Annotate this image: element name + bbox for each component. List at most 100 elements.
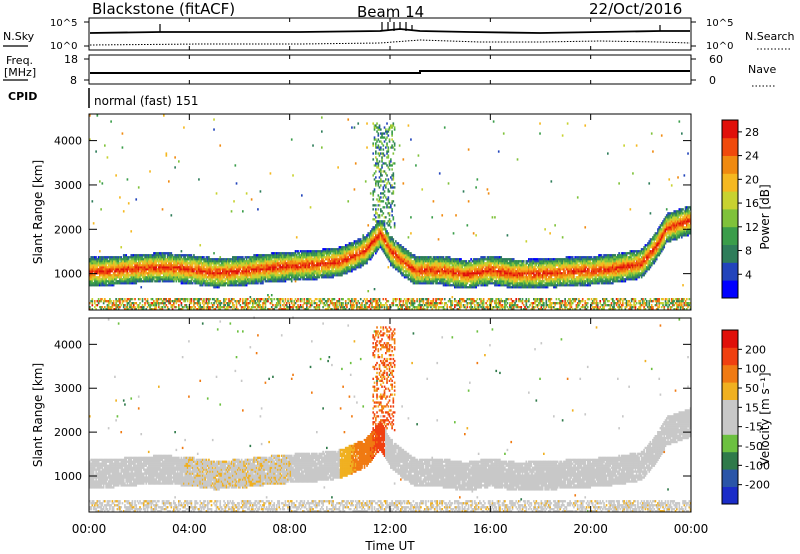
- range-gate-cell: [149, 170, 151, 173]
- range-gate-cell: [179, 300, 181, 303]
- range-gate-cell: [102, 260, 105, 263]
- range-gate-cell: [140, 306, 143, 309]
- range-gate-cell: [303, 276, 306, 279]
- range-gate-cell: [106, 262, 109, 265]
- range-gate-cell: [160, 302, 163, 305]
- range-gate-cell: [262, 306, 264, 309]
- range-gate-cell: [347, 118, 350, 121]
- range-gate-cell: [99, 284, 101, 287]
- range-gate-cell: [158, 306, 160, 309]
- range-gate-cell: [117, 308, 120, 311]
- range-gate-cell: [92, 266, 95, 269]
- range-gate-cell: [158, 270, 160, 273]
- range-gate-cell: [155, 254, 158, 257]
- range-gate-cell: [127, 302, 130, 305]
- range-gate-cell: [137, 256, 140, 259]
- range-gate-cell: [114, 264, 116, 267]
- range-gate-cell: [393, 126, 396, 129]
- range-gate-cell: [97, 300, 100, 303]
- range-gate-cell: [180, 250, 183, 253]
- range-gate-cell: [115, 280, 117, 283]
- range-gate-cell: [134, 274, 136, 277]
- range-gate-cell: [161, 300, 164, 303]
- range-gate-cell: [117, 274, 120, 277]
- range-gate-cell: [117, 306, 120, 309]
- range-gate-cell: [342, 304, 344, 307]
- range-gate-cell: [91, 270, 94, 273]
- range-gate-cell: [135, 266, 138, 269]
- range-gate-cell: [131, 298, 134, 301]
- range-gate-cell: [134, 278, 136, 281]
- range-gate-cell: [91, 280, 94, 283]
- range-gate-cell: [131, 268, 134, 271]
- range-gate-cell: [293, 300, 296, 303]
- range-gate-cell: [420, 306, 422, 309]
- range-gate-cell: [136, 280, 139, 283]
- range-gate-cell: [233, 268, 235, 271]
- range-gate-cell: [382, 212, 385, 215]
- range-gate-cell: [112, 266, 115, 269]
- range-gate-cell: [137, 308, 140, 311]
- range-gate-cell: [169, 280, 171, 283]
- range-gate-cell: [324, 304, 327, 307]
- range-gate-cell: [119, 256, 121, 259]
- range-gate-cell: [102, 264, 105, 267]
- range-gate-cell: [111, 260, 114, 263]
- range-gate-cell: [124, 304, 126, 307]
- range-gate-cell: [106, 304, 109, 307]
- range-gate-cell: [279, 306, 282, 309]
- range-gate-cell: [131, 278, 134, 281]
- range-gate-cell: [262, 298, 264, 301]
- range-gate-cell: [116, 264, 119, 267]
- range-gate-cell: [186, 300, 189, 303]
- range-gate-cell: [372, 192, 375, 195]
- range-gate-cell: [373, 128, 376, 131]
- range-gate-cell: [388, 140, 391, 143]
- range-gate-cell: [132, 270, 135, 273]
- range-gate-cell: [127, 260, 130, 263]
- range-gate-cell: [115, 278, 117, 281]
- range-gate-cell: [140, 272, 143, 275]
- range-gate-cell: [117, 298, 120, 301]
- range-gate-cell: [288, 276, 291, 279]
- range-gate-cell: [221, 278, 224, 281]
- range-gate-cell: [377, 208, 380, 211]
- range-gate-cell: [378, 126, 381, 129]
- range-gate-cell: [136, 268, 139, 271]
- range-gate-cell: [139, 262, 141, 265]
- range-gate-cell: [349, 302, 352, 305]
- range-gate-cell: [126, 264, 129, 267]
- range-gate-cell: [145, 280, 148, 283]
- nave-label: Nave: [748, 63, 776, 76]
- range-gate-cell: [309, 298, 312, 301]
- power-heatmap: [89, 114, 692, 311]
- range-gate-cell: [126, 178, 129, 181]
- range-gate-cell: [353, 306, 356, 309]
- range-gate-cell: [144, 280, 146, 283]
- range-gate-cell: [303, 300, 306, 303]
- range-gate-cell: [164, 262, 166, 265]
- range-gate-cell: [364, 180, 367, 183]
- range-gate-cell: [391, 214, 393, 217]
- range-gate-cell: [294, 298, 297, 301]
- range-gate-cell: [153, 266, 155, 269]
- range-gate-cell: [91, 262, 94, 265]
- range-gate-cell: [154, 268, 156, 271]
- range-gate-cell: [125, 254, 128, 257]
- range-gate-cell: [139, 266, 141, 269]
- range-gate-cell: [186, 260, 189, 263]
- range-gate-cell: [120, 264, 123, 267]
- range-gate-cell: [386, 174, 388, 177]
- range-gate-cell: [400, 244, 402, 247]
- range-gate-cell: [153, 272, 155, 275]
- range-gate-cell: [96, 260, 99, 263]
- range-gate-cell: [115, 174, 117, 177]
- range-gate-cell: [120, 278, 123, 281]
- range-gate-cell: [137, 278, 140, 281]
- freq-trace: [90, 70, 690, 74]
- range-gate-cell: [147, 258, 150, 261]
- range-gate-cell: [369, 250, 372, 253]
- range-gate-cell: [158, 262, 160, 265]
- range-gate-cell: [262, 282, 264, 285]
- range-gate-cell: [329, 252, 332, 255]
